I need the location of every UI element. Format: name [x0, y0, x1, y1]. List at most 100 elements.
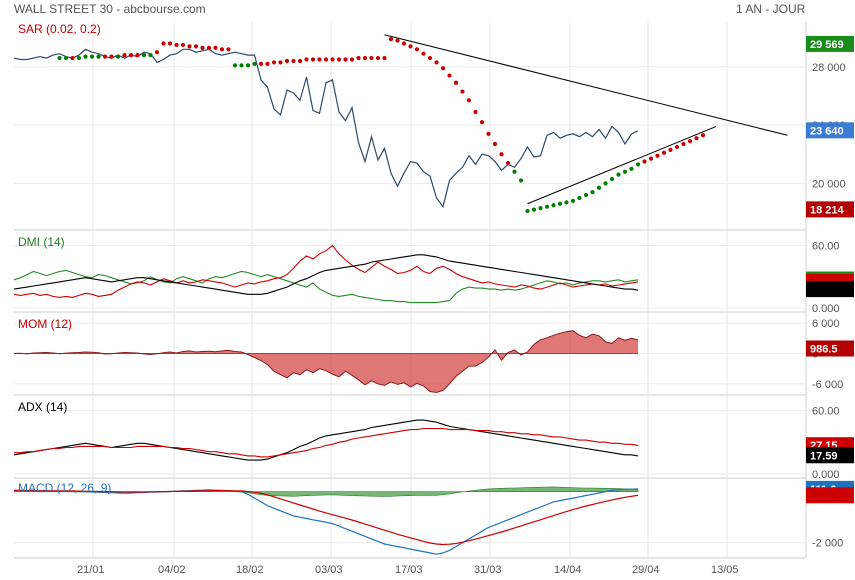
sar-dot	[512, 169, 517, 174]
x-tick-label: 03/03	[315, 564, 343, 576]
sar-dot	[401, 41, 407, 46]
sar-dot	[551, 203, 556, 208]
sar-dot	[460, 89, 465, 94]
sar-value-badge-text: 23 640	[810, 125, 844, 137]
sar-dot	[96, 54, 101, 59]
sar-dot	[174, 42, 179, 48]
sar-dot	[453, 80, 459, 85]
sar-dot	[622, 169, 628, 174]
sar-dot	[668, 147, 673, 152]
sar-dot	[70, 55, 75, 61]
sar-dot	[596, 185, 602, 190]
sar-dot	[278, 60, 283, 65]
sar-dot	[219, 47, 225, 52]
sar-value-badge: 29 569	[806, 35, 854, 52]
sar-dot	[57, 55, 62, 61]
sar-dot	[83, 54, 88, 59]
x-tick-label: 31/03	[474, 564, 502, 576]
dmi-title: DMI (14)	[18, 235, 65, 249]
dmi-plus-line	[13, 269, 639, 304]
sar-dot	[356, 55, 361, 61]
sar-dot	[128, 53, 134, 58]
sar-value-badge-bg	[806, 122, 854, 139]
sar-title: SAR (0.02, 0.2)	[18, 22, 101, 36]
x-tick-label: 18/02	[236, 564, 264, 576]
adx-adxr-line	[14, 427, 639, 458]
macd-title: MACD (12, 26, 9)	[18, 481, 111, 495]
y-tick-label: 20 000	[812, 178, 846, 190]
sar-dot	[531, 207, 537, 212]
sar-dot	[564, 200, 569, 205]
y-tick-label: 28 000	[812, 62, 846, 74]
y-tick-label: 60.00	[812, 240, 840, 252]
sar-dot	[330, 57, 335, 62]
y-tick-label: 0.000	[812, 303, 840, 315]
sar-dot	[297, 58, 303, 64]
sar-dot	[694, 136, 699, 141]
sar-dot	[395, 38, 400, 43]
sar-dot	[590, 190, 595, 195]
sar-dot	[557, 201, 563, 206]
sar-value-badge: 23 640	[806, 122, 854, 139]
sar-dot	[291, 58, 296, 64]
sar-dot	[538, 206, 543, 211]
trendline	[527, 126, 717, 205]
sar-dot	[427, 55, 433, 61]
x-tick-label: 29/04	[632, 564, 660, 576]
mom-value-badge-bg	[806, 340, 854, 357]
macd-macd-line	[13, 488, 639, 555]
sar-dot	[349, 57, 355, 62]
sar-dot	[89, 54, 95, 59]
macd-value-badge-bg	[806, 487, 854, 504]
mom-value-badge-text: 986.5	[810, 343, 838, 355]
sar-dot	[135, 53, 140, 58]
sar-dot	[414, 47, 420, 52]
sar-dot	[187, 44, 192, 49]
sar-dot	[323, 57, 329, 62]
sar-dot	[492, 141, 498, 147]
sar-dot	[245, 63, 251, 68]
sar-dot	[304, 57, 309, 62]
y-tick-label: 0.000	[812, 469, 840, 481]
sar-dot	[408, 44, 413, 49]
sar-dot	[687, 139, 693, 144]
y-tick-label: 6 000	[812, 318, 840, 330]
sar-dot	[167, 41, 173, 46]
sar-dot	[141, 53, 147, 58]
dmi-minus-line	[13, 244, 639, 298]
sar-dot	[603, 181, 608, 186]
sar-dot	[310, 57, 316, 62]
sar-dot	[122, 53, 127, 58]
sar-dot	[102, 54, 108, 59]
x-tick-label: 13/05	[711, 564, 739, 576]
sar-dot	[518, 178, 524, 183]
sar-dot	[525, 208, 530, 214]
sar-dot	[421, 51, 426, 56]
sar-dot	[239, 63, 244, 68]
sar-dot	[63, 55, 69, 61]
sar-dot	[505, 160, 511, 166]
adx-value-badge-bg	[806, 447, 854, 464]
sar-dot	[655, 153, 660, 158]
sar-dot	[661, 150, 667, 155]
sar-dot	[473, 109, 478, 115]
sar-dot	[362, 55, 368, 61]
macd-value-badge	[806, 487, 854, 504]
sar-dot	[226, 47, 231, 52]
mom-title: MOM (12)	[18, 317, 72, 331]
period-label[interactable]: 1 AN - JOUR	[736, 2, 806, 16]
dmi-adx-line	[13, 254, 639, 295]
adx-value-badge: 17.59	[806, 447, 854, 464]
y-tick-label: -6 000	[812, 379, 843, 391]
sar-dot	[317, 57, 322, 62]
sar-dot	[642, 159, 647, 164]
sar-dot	[161, 41, 166, 46]
sar-dot	[265, 61, 270, 66]
sar-dot	[486, 131, 491, 136]
sar-dot	[700, 133, 706, 138]
mom-area	[14, 330, 638, 393]
dmi-value-badge	[806, 281, 854, 298]
sar-dot	[635, 162, 641, 167]
